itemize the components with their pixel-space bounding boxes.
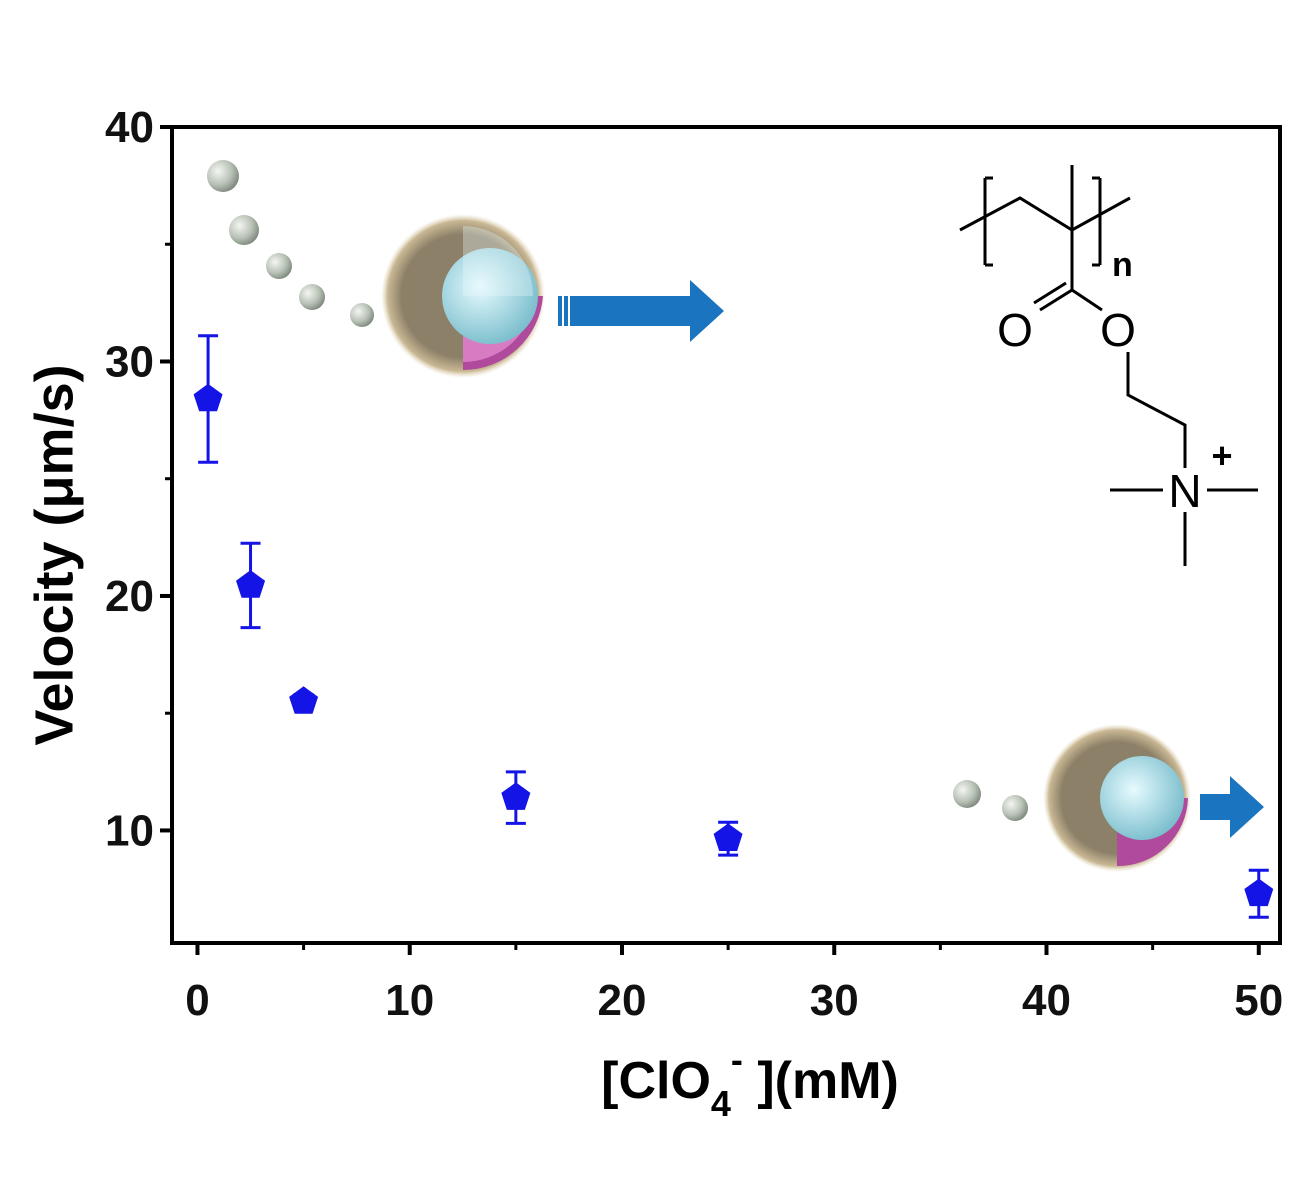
data-point <box>193 383 223 412</box>
y-axis-label: Velocity (μm/s) <box>24 364 84 745</box>
x-axis-label-part: ](mM) <box>743 1052 899 1110</box>
x-axis-label-part: [ClO <box>601 1052 711 1110</box>
y-tick-label: 10 <box>105 806 154 855</box>
annotation: O <box>997 304 1033 356</box>
chemical-structure: n O O N + <box>959 165 1258 566</box>
illustration <box>207 160 724 378</box>
y-tick-label: 40 <box>105 103 154 152</box>
data-point <box>289 686 319 714</box>
annotation: N <box>1168 465 1201 517</box>
x-axis-label-part: 4 <box>711 1083 731 1124</box>
y-tick-label: 30 <box>105 337 154 386</box>
data-point <box>1244 878 1274 907</box>
annotation: + <box>1211 435 1232 476</box>
x-tick-label: 0 <box>185 976 209 1025</box>
x-tick-label: 50 <box>1234 976 1283 1025</box>
annotation: O <box>1100 304 1136 356</box>
data-point <box>713 823 743 851</box>
y-tick-label: 20 <box>105 572 154 621</box>
x-tick-label: 20 <box>598 976 647 1025</box>
x-tick-label: 10 <box>385 976 434 1025</box>
x-axis-label: [ClO4- ](mM) <box>601 1039 899 1124</box>
x-tick-label: 40 <box>1022 976 1071 1025</box>
x-tick-label: 30 <box>810 976 859 1025</box>
illustration <box>953 724 1264 872</box>
data-point <box>236 570 266 598</box>
plot-frame <box>170 125 1282 945</box>
x-axis-label-part: - <box>731 1039 743 1080</box>
annotation: n <box>1112 246 1133 284</box>
data-point <box>501 782 531 810</box>
